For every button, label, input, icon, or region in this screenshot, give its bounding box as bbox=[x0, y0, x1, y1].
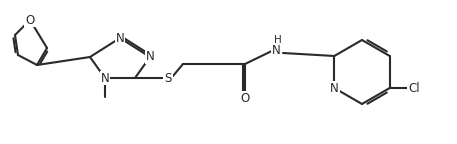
Text: O: O bbox=[240, 91, 250, 105]
Text: N: N bbox=[116, 32, 124, 44]
Text: S: S bbox=[165, 72, 172, 85]
Text: N: N bbox=[330, 82, 339, 94]
Text: Cl: Cl bbox=[408, 82, 420, 94]
Text: N: N bbox=[101, 72, 109, 85]
Text: N: N bbox=[271, 43, 281, 56]
Text: H: H bbox=[274, 35, 282, 45]
Text: N: N bbox=[146, 51, 154, 64]
Text: O: O bbox=[26, 14, 35, 26]
